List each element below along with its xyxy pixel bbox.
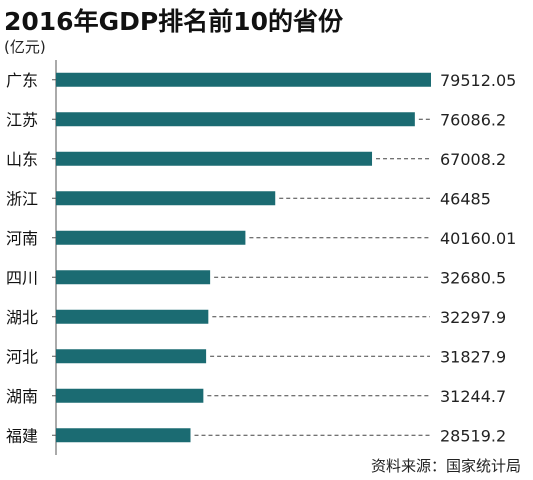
value-label: 32680.5	[440, 268, 506, 287]
category-label: 河北	[6, 347, 38, 366]
value-label: 31827.9	[440, 347, 506, 366]
value-label: 67008.2	[440, 150, 506, 169]
value-label: 79512.05	[440, 71, 516, 90]
bar	[56, 230, 246, 245]
bar	[56, 191, 276, 206]
bars-layer: 广东 79512.05 江苏 76086.2 山东 67008.2 浙江 46485 河南 401…	[6, 71, 516, 446]
category-label: 四川	[6, 268, 38, 287]
category-label: 浙江	[6, 189, 38, 208]
axis-layer	[52, 60, 57, 455]
unit-label: (亿元)	[4, 38, 46, 56]
bar	[56, 151, 373, 166]
value-label: 76086.2	[440, 110, 506, 129]
bar	[56, 428, 191, 443]
value-label: 28519.2	[440, 426, 506, 445]
bar	[56, 349, 207, 364]
category-label: 江苏	[6, 110, 38, 129]
bar	[56, 72, 431, 87]
category-label: 湖北	[6, 308, 38, 327]
source-note: 资料来源：国家统计局	[370, 457, 521, 475]
category-label: 福建	[6, 426, 38, 445]
category-label: 广东	[6, 71, 38, 90]
value-label: 32297.9	[440, 308, 506, 327]
value-label: 46485	[440, 189, 491, 208]
category-label: 河南	[6, 229, 38, 248]
value-label: 31244.7	[440, 387, 506, 406]
chart-title: 2016年GDP排名前10的省份	[4, 7, 343, 36]
bar	[56, 388, 204, 403]
bar	[56, 270, 211, 285]
category-label: 湖南	[6, 387, 38, 406]
bar	[56, 112, 415, 127]
value-label: 40160.01	[440, 229, 516, 248]
category-label: 山东	[6, 150, 38, 169]
bar	[56, 309, 209, 324]
